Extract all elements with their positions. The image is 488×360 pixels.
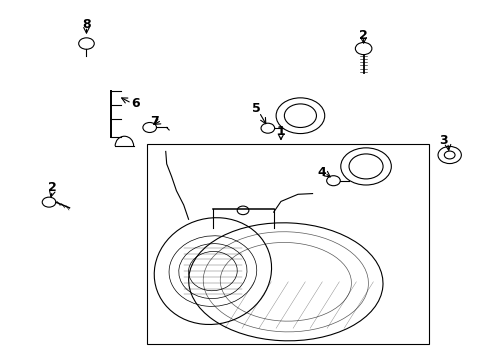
Text: 1: 1 (276, 125, 285, 138)
Text: 7: 7 (150, 114, 159, 127)
Text: 4: 4 (317, 166, 326, 179)
Bar (147, 144, 428, 344)
Text: 5: 5 (252, 102, 261, 115)
Text: 2: 2 (48, 181, 57, 194)
Text: 6: 6 (130, 97, 139, 110)
Text: 8: 8 (82, 18, 91, 31)
Text: 3: 3 (439, 134, 447, 147)
Text: 2: 2 (359, 29, 367, 42)
